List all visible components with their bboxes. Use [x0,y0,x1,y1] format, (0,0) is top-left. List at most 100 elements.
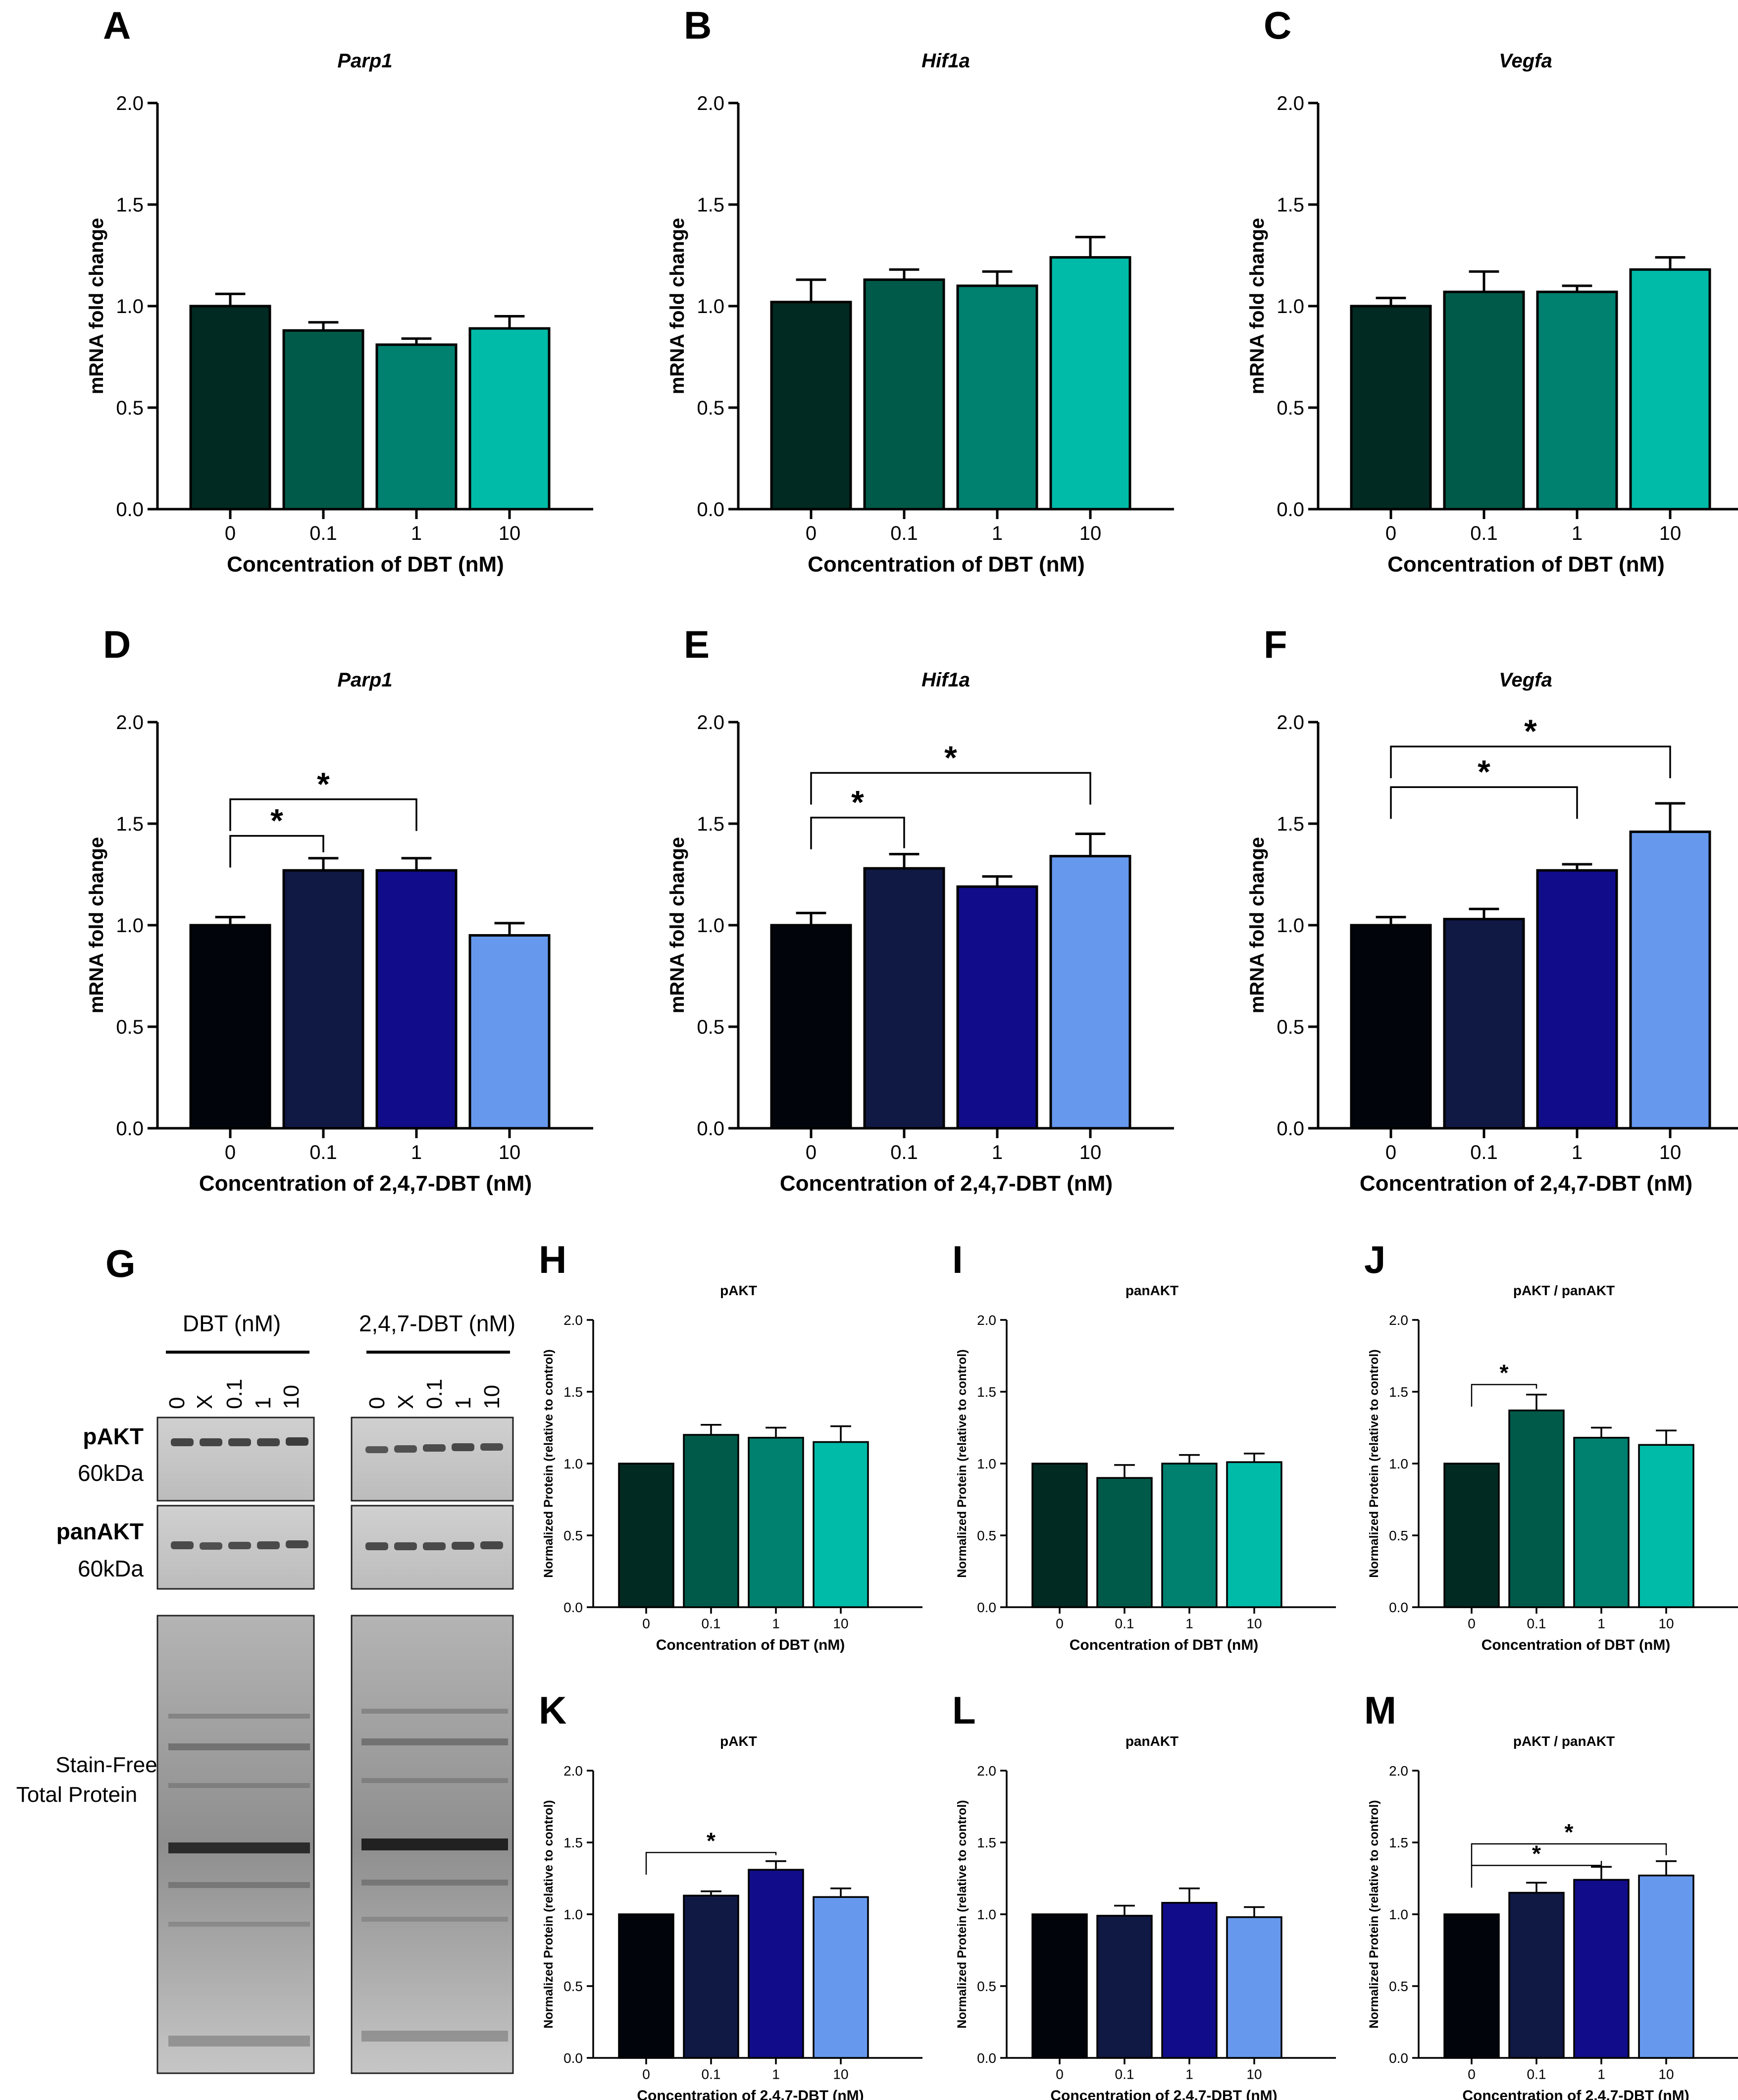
y-tick-label: 2.0 [977,1312,996,1328]
bar-10 [468,934,551,1130]
panel-letter-M: M [1364,1688,1396,1732]
x-tick-label: 0 [225,1142,236,1163]
bar-0_1 [1096,1915,1153,2059]
x-tick-label: 0 [806,523,817,544]
x-tick-label: 0 [225,523,236,544]
x-tick-label: 10 [499,1142,521,1163]
significance-star: * [1565,1819,1574,1845]
bar-0_1 [683,1434,739,1608]
x-tick-label: 10 [1246,2066,1262,2082]
y-tick-label: 2.0 [1389,1763,1408,1779]
bar-1 [1161,1902,1218,2059]
bar-0 [1031,1463,1088,1608]
bar-1 [1161,1463,1218,1608]
bar-0_1 [683,1894,739,2059]
western-blot-panel: G DBT (nM) 2,4,7-DBT (nM) 0 X 0.1 1 10 0… [16,1242,515,2074]
chart-panel-a: A Parp1 0.0 0.5 1.0 1.5 2.0 mRNA fold change 0 0.… [86,3,593,577]
x-tick-label: 0.1 [1527,2066,1546,2082]
blot-stain-label-line2: Total Protein [16,1783,138,1807]
blot-row-label-panakt: panAKT [56,1519,144,1544]
bar-1 [956,885,1038,1130]
x-tick-label: 1 [1597,2066,1605,2082]
x-tick-label: 0 [1385,523,1396,544]
significance-bracket [1471,1861,1602,1888]
y-tick-label: 1.0 [563,1907,583,1922]
significance-bracket [810,816,905,849]
significance-bracket [229,835,324,868]
x-tick-label: 0.1 [1115,2066,1134,2082]
x-tick-label: 0 [642,1616,650,1631]
x-tick-label: 1 [1185,1616,1193,1631]
y-tick-label: 2.0 [116,93,144,114]
y-tick-label: 1.5 [1277,194,1304,216]
x-tick-label: 0.1 [890,1142,918,1163]
bar-10 [813,1441,869,1608]
y-tick-label: 0.0 [563,1600,583,1615]
y-tick-label: 0.5 [977,1979,996,1994]
x-tick-label: 0 [1385,1142,1396,1163]
x-tick-label: 1 [772,2066,780,2082]
y-tick-label: 2.0 [116,712,144,734]
x-axis-label: Concentration of 2,4,7-DBT (nM) [199,1171,532,1196]
bar-0_1 [282,869,364,1130]
y-tick-label: 0.5 [697,1016,724,1038]
panel-letter-J: J [1364,1238,1385,1281]
x-tick-label: 0.1 [702,2066,721,2082]
y-tick-label: 1.5 [116,813,144,835]
significance-bracket [1390,786,1578,819]
y-axis-label: mRNA fold change [1246,837,1268,1013]
bar-10 [1638,1444,1694,1608]
bar-0 [618,1913,674,2059]
x-axis-label: Concentration of 2,4,7-DBT (nM) [1462,2088,1689,2100]
significance-bracket [645,1852,777,1875]
x-tick-label: 0.1 [309,523,337,544]
blot-image-pakt-dbt [156,1417,315,1502]
blot-row-weight-pakt: 60kDa [78,1460,144,1486]
significance-star: * [270,802,283,839]
chart-title: pAKT / panAKT [1513,1283,1615,1298]
y-axis-label: mRNA fold change [666,837,688,1013]
y-tick-label: 1.0 [1277,296,1304,317]
panel-letter-D: D [103,623,131,666]
chart-title: Vegfa [1499,50,1552,72]
panel-letter-F: F [1264,623,1287,666]
chart-panel-f: F Vegfa 0.0 0.5 1.0 1.5 2.0 mRNA fold change 0 0.… [1246,623,1738,1196]
significance-bracket [229,798,417,831]
bar-10 [1049,256,1131,511]
x-tick-label: 1 [992,523,1003,544]
x-tick-label: 1 [1572,523,1583,544]
y-axis-label: Normalized Protein (relative to control) [542,1349,556,1577]
y-tick-label: 2.0 [1277,712,1304,734]
y-axis-label: Normalized Protein (relative to control) [955,1800,969,2028]
chart-title: pAKT [720,1733,757,1749]
y-tick-label: 0.0 [116,1118,144,1140]
panel-letter-G: G [105,1242,136,1285]
y-tick-label: 1.5 [977,1384,996,1400]
bar-0 [1031,1913,1088,2059]
x-tick-label: 10 [1246,1616,1262,1631]
blot-lane-label: X [193,1395,217,1409]
bar-0 [618,1463,674,1608]
y-tick-label: 0.0 [1389,2050,1408,2066]
y-tick-label: 1.0 [697,296,724,317]
significance-star: * [317,766,330,802]
x-axis-label: Concentration of DBT (nM) [656,1637,845,1653]
significance-bracket [1471,1384,1537,1407]
x-tick-label: 10 [1659,1142,1682,1163]
x-tick-label: 0.1 [309,1142,337,1163]
y-tick-label: 1.5 [563,1835,583,1850]
x-tick-label: 10 [1079,523,1102,544]
bar-0 [1443,1913,1500,2059]
bar-1 [1573,1879,1630,2059]
x-tick-label: 0.1 [1527,1616,1546,1631]
bar-0 [1443,1463,1500,1608]
x-tick-label: 0 [1056,2066,1064,2082]
blot-lane-label: X [394,1395,418,1409]
bar-0_1 [282,329,364,511]
chart-title: Parp1 [337,50,392,72]
bar-1 [956,284,1038,511]
blot-lane-label: 1 [251,1397,275,1409]
y-tick-label: 1.0 [977,1907,996,1922]
bar-0_1 [1508,1409,1565,1608]
